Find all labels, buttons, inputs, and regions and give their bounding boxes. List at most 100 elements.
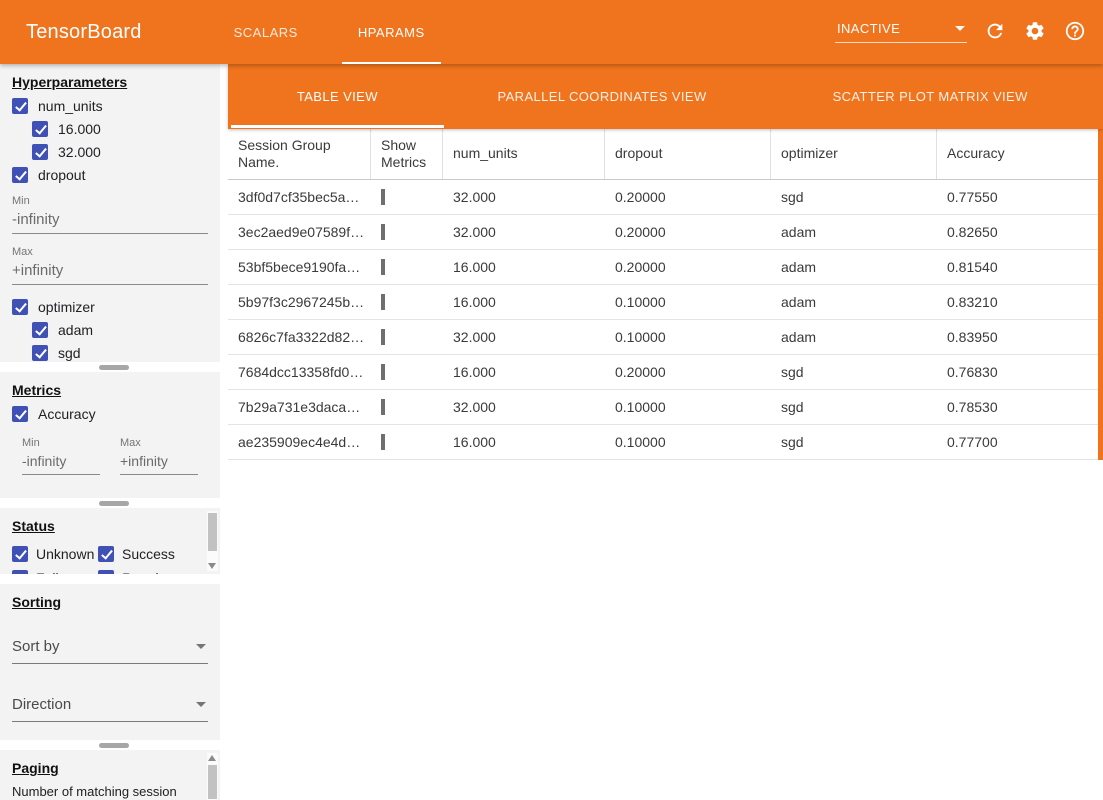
show-metrics-checkbox[interactable] <box>381 189 385 205</box>
status-success-label: Success <box>122 546 175 562</box>
session-group-name-cell: 7684dcc13358fd0… <box>238 364 364 380</box>
num-units-cell: 16.000 <box>453 434 496 450</box>
optimizer-cell: adam <box>781 329 817 345</box>
dropout-max-input[interactable] <box>12 258 208 285</box>
hparam-dropout-row[interactable]: dropout <box>12 167 208 183</box>
sort-by-value: Sort by <box>12 638 60 655</box>
column-header-accuracy[interactable]: Accuracy <box>947 145 1005 162</box>
dropout-max-label: Max <box>12 246 33 258</box>
show-metrics-cell <box>371 294 443 310</box>
hparam-optimizer-row[interactable]: optimizer <box>12 299 208 315</box>
hparam-num-units-row[interactable]: num_units <box>12 98 208 114</box>
scrollbar-thumb[interactable] <box>208 513 217 551</box>
panel-resize-handle[interactable] <box>99 501 129 506</box>
show-metrics-checkbox[interactable] <box>381 329 385 345</box>
num-units-16-checkbox[interactable] <box>32 121 48 137</box>
column-header-dropout[interactable]: dropout <box>605 129 771 179</box>
num-units-cell: 32.000 <box>453 224 496 240</box>
optimizer-cell: adam <box>781 224 817 240</box>
sorting-panel: Sorting Sort by Direction <box>0 584 220 740</box>
direction-select[interactable]: Direction <box>12 690 208 722</box>
refresh-button[interactable] <box>983 20 1007 44</box>
column-header-session-group-name[interactable]: Session Group Name. <box>228 129 371 179</box>
panel-resize-handle[interactable] <box>99 365 129 370</box>
tab-parallel-coordinates-view[interactable]: PARALLEL COORDINATES VIEW <box>497 89 707 104</box>
metric-max-label: Max <box>120 437 141 449</box>
sort-by-select[interactable]: Sort by <box>12 632 208 664</box>
table-row: 7684dcc13358fd0… 16.000 0.20000 sgd 0.76… <box>228 355 1103 390</box>
dropout-cell: 0.20000 <box>615 259 666 275</box>
status-unknown-row[interactable]: Unknown <box>12 546 98 562</box>
show-metrics-checkbox[interactable] <box>381 224 385 240</box>
table-row: 3ec2aed9e07589f… 32.000 0.20000 adam 0.8… <box>228 215 1103 250</box>
num-units-label: num_units <box>38 98 103 114</box>
session-group-name-cell: 5b97f3c2967245b… <box>238 294 365 310</box>
num-units-value-16-row[interactable]: 16.000 <box>32 121 208 137</box>
table-row: 3df0d7cf35bec5a… 32.000 0.20000 sgd 0.77… <box>228 180 1103 215</box>
scrollbar-thumb[interactable] <box>208 765 217 799</box>
optimizer-cell: adam <box>781 294 817 310</box>
settings-button[interactable] <box>1023 20 1047 44</box>
num-units-value-32-row[interactable]: 32.000 <box>32 144 208 160</box>
status-scrollbar[interactable] <box>207 511 218 571</box>
optimizer-adam-row[interactable]: adam <box>32 322 208 338</box>
tab-hparams[interactable]: HPARAMS <box>328 0 455 64</box>
reload-interval-select[interactable]: INACTIVE <box>835 21 967 43</box>
status-running-row[interactable]: Running <box>98 570 208 574</box>
dropout-min-input[interactable] <box>12 207 208 234</box>
dropout-cell: 0.10000 <box>615 399 666 415</box>
column-header-show-metrics[interactable]: Show Metrics <box>371 129 443 179</box>
panel-resize-handle[interactable] <box>99 743 129 748</box>
status-success-checkbox[interactable] <box>98 546 114 562</box>
tab-scalars[interactable]: SCALARS <box>233 24 298 40</box>
metric-min-input[interactable] <box>22 449 100 475</box>
session-group-name-cell: 3df0d7cf35bec5a… <box>238 189 360 205</box>
status-unknown-checkbox[interactable] <box>12 546 28 562</box>
show-metrics-checkbox[interactable] <box>381 294 385 310</box>
dropout-checkbox[interactable] <box>12 167 28 183</box>
optimizer-sgd-checkbox[interactable] <box>32 345 48 361</box>
table-header: Session Group Name. Show Metrics num_uni… <box>228 129 1103 180</box>
scroll-down-arrow-icon[interactable] <box>208 563 216 569</box>
sidebar: Hyperparameters num_units 16.000 32.000 … <box>0 64 228 800</box>
num-units-32-label: 32.000 <box>58 144 101 160</box>
optimizer-sgd-row[interactable]: sgd <box>32 345 208 361</box>
direction-value: Direction <box>12 696 72 713</box>
column-header-num-units[interactable]: num_units <box>443 129 605 179</box>
optimizer-cell: adam <box>781 259 817 275</box>
status-success-row[interactable]: Success <box>98 546 208 562</box>
scroll-up-arrow-icon[interactable] <box>208 755 216 761</box>
show-metrics-cell <box>371 434 443 450</box>
table-row: 53bf5bece9190fa… 16.000 0.20000 adam 0.8… <box>228 250 1103 285</box>
metric-accuracy-row[interactable]: Accuracy <box>12 406 208 422</box>
gear-icon <box>1026 22 1044 40</box>
num-units-32-checkbox[interactable] <box>32 144 48 160</box>
num-units-checkbox[interactable] <box>12 98 28 114</box>
optimizer-checkbox[interactable] <box>12 299 28 315</box>
paging-scrollbar[interactable] <box>207 753 218 800</box>
dropout-cell: 0.10000 <box>615 329 666 345</box>
accuracy-cell: 0.81540 <box>947 259 998 275</box>
show-metrics-checkbox[interactable] <box>381 434 385 450</box>
table-row: 5b97f3c2967245b… 16.000 0.10000 adam 0.8… <box>228 285 1103 320</box>
optimizer-adam-checkbox[interactable] <box>32 322 48 338</box>
show-metrics-checkbox[interactable] <box>381 364 385 380</box>
tab-table-view[interactable]: TABLE VIEW <box>228 64 447 129</box>
num-units-cell: 32.000 <box>453 329 496 345</box>
session-group-name-cell: 53bf5bece9190fa… <box>238 259 361 275</box>
tab-scatter-plot-matrix-view[interactable]: SCATTER PLOT MATRIX VIEW <box>832 89 1028 104</box>
sorting-heading: Sorting <box>12 594 61 610</box>
accuracy-cell: 0.77550 <box>947 189 998 205</box>
metric-max-input[interactable] <box>120 449 198 475</box>
optimizer-sgd-label: sgd <box>58 345 81 361</box>
status-failure-checkbox[interactable] <box>12 570 28 574</box>
accuracy-checkbox[interactable] <box>12 406 28 422</box>
show-metrics-checkbox[interactable] <box>381 259 385 275</box>
refresh-icon <box>987 23 1003 39</box>
status-failure-row[interactable]: Failure <box>12 570 98 574</box>
status-running-checkbox[interactable] <box>98 570 114 574</box>
help-button[interactable] <box>1063 20 1087 44</box>
column-header-optimizer[interactable]: optimizer <box>771 129 937 179</box>
table-row: 6826c7fa3322d82… 32.000 0.10000 adam 0.8… <box>228 320 1103 355</box>
show-metrics-checkbox[interactable] <box>381 399 385 415</box>
